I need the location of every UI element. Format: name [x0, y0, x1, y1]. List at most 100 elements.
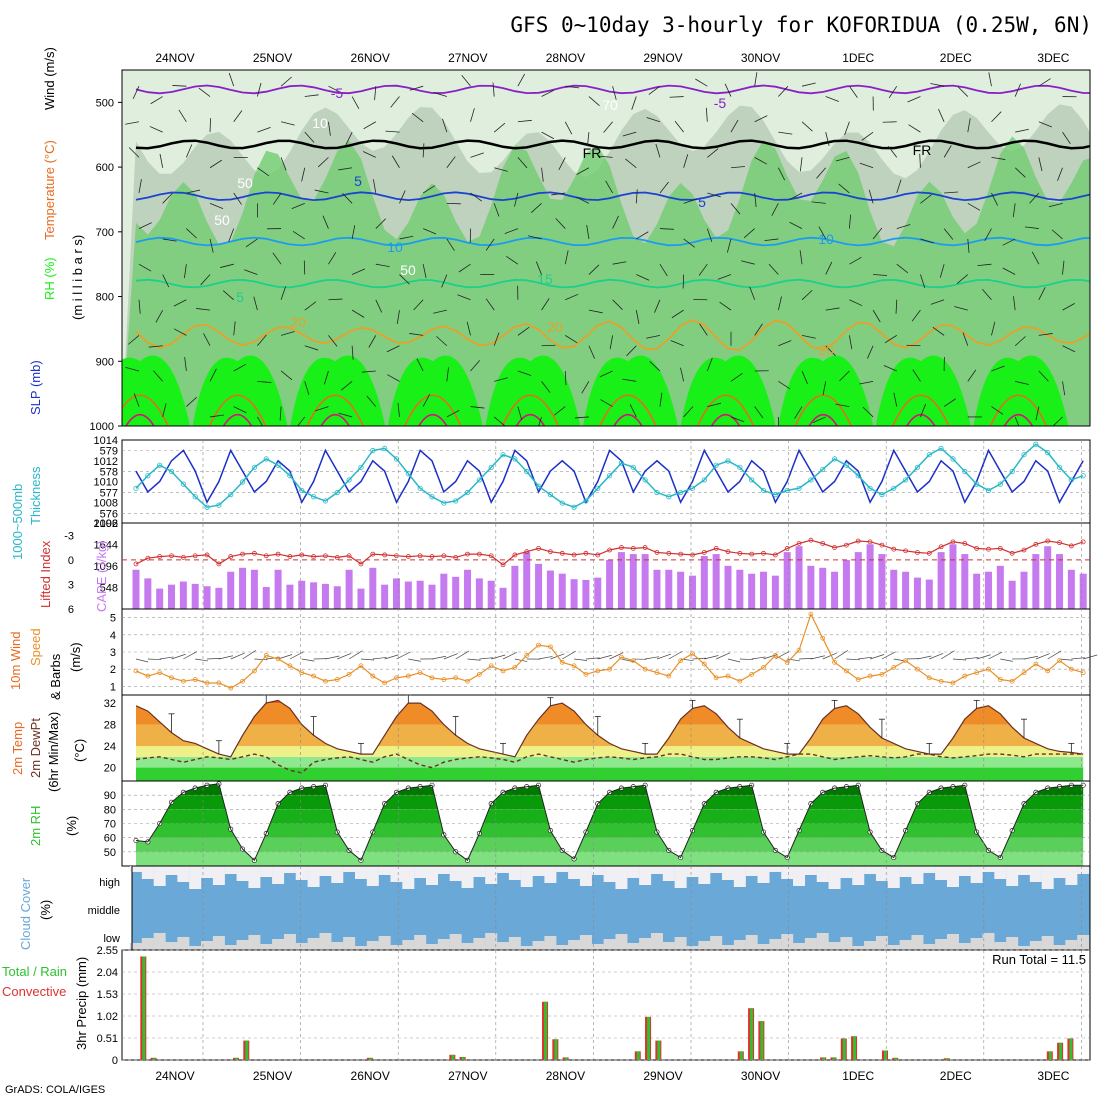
cape-bar — [795, 546, 803, 609]
wind-barb — [849, 85, 858, 98]
wind-barb — [574, 416, 589, 419]
wind-barb — [1014, 416, 1020, 426]
wind-point — [358, 663, 364, 669]
isotherm-arch — [501, 394, 560, 426]
slp-tick: 1010 — [94, 477, 118, 489]
precip-bar-total — [647, 1016, 651, 1060]
isotherm-arch — [794, 394, 852, 426]
wind-barb — [541, 298, 550, 311]
wind-barb — [991, 321, 996, 336]
wind-barb — [375, 299, 383, 313]
wind-barb — [631, 96, 637, 110]
wind-barb — [859, 380, 874, 385]
wind-barb — [825, 261, 833, 275]
wind-barb — [565, 85, 580, 89]
cape-bar — [973, 573, 981, 609]
wind-barb — [754, 72, 758, 87]
precip-tick: 2.55 — [97, 945, 118, 957]
thickness-point — [867, 485, 873, 491]
wind-barb — [133, 393, 140, 407]
wind-barb — [363, 121, 376, 130]
cape-bar — [878, 554, 886, 609]
wind-barb — [659, 263, 668, 277]
cloud-low-bar — [248, 935, 261, 950]
cloud-low-bar — [852, 946, 865, 950]
cloud-high-bar — [615, 866, 628, 889]
date-label-top: 29NOV — [643, 51, 682, 65]
cloud-low-bar — [343, 937, 356, 950]
wind-barb — [581, 381, 590, 394]
wind-barb — [952, 658, 967, 661]
wind-point — [1045, 668, 1051, 674]
cloud-high-bar — [532, 866, 545, 876]
wind-barb — [351, 268, 366, 275]
wind-barb — [730, 203, 741, 215]
wind-label-3: & Barbs — [48, 653, 63, 700]
wind-barb — [555, 218, 566, 229]
wind-barb — [849, 335, 853, 350]
wind-barb — [266, 656, 281, 660]
li-point — [1080, 539, 1086, 545]
cloud-label: Cloud Cover — [18, 877, 33, 950]
wind-barb — [749, 286, 756, 300]
wind-barb — [1014, 336, 1026, 347]
precip-bar-total — [152, 1057, 156, 1060]
wind-barb — [292, 230, 305, 240]
precip-bar-total — [245, 1040, 249, 1060]
wind-barb — [751, 656, 766, 660]
wind-barb — [683, 406, 694, 418]
wind-barb — [754, 115, 768, 123]
wind-barb — [739, 658, 754, 660]
wind-barb — [585, 657, 600, 660]
wind-barb — [128, 147, 140, 158]
wind-barb — [1029, 192, 1040, 204]
pressure-tick-label: 600 — [96, 162, 114, 174]
cape-bar — [310, 582, 318, 609]
wind-barb — [625, 158, 637, 169]
cloud-low-bar — [745, 935, 758, 950]
cloud-high-bar — [887, 866, 900, 888]
rh-tick: 60 — [104, 833, 116, 845]
wind-barb — [467, 658, 481, 661]
wind-barb — [422, 185, 436, 194]
wind-barb — [912, 369, 921, 382]
date-label-top: 25NOV — [253, 51, 292, 65]
cloud-high-bar — [923, 866, 936, 873]
precip-bar-total — [822, 1057, 826, 1060]
cloud-high-bar — [473, 866, 486, 877]
wind-barb — [173, 299, 187, 307]
wind-point — [701, 661, 707, 667]
wind-barb — [184, 264, 187, 279]
cape-bar — [357, 588, 365, 609]
date-label-bottom: 30NOV — [741, 1069, 780, 1083]
cape-bar — [1067, 569, 1075, 609]
cloud-low-bar — [414, 935, 427, 950]
thickness-point — [843, 462, 850, 468]
thickness-point — [879, 492, 885, 498]
wind-barb — [1038, 78, 1051, 87]
cloud-low-bar — [899, 940, 912, 950]
wind-barb — [920, 194, 932, 204]
thickness-point — [251, 464, 257, 470]
li-tick: 6 — [68, 604, 74, 616]
cape-bar — [736, 569, 744, 609]
temp-tick: 32 — [104, 698, 116, 710]
precip-bar-total — [1059, 1042, 1063, 1060]
wind-barb — [609, 335, 613, 350]
cape-bar — [262, 587, 270, 609]
wind-barb — [132, 86, 140, 100]
wind-barb — [967, 238, 970, 253]
wind-barb — [441, 274, 448, 288]
wind-barb — [967, 369, 977, 382]
wind-barb — [162, 403, 167, 418]
temp-tick: 24 — [104, 741, 116, 753]
wind-barb — [1013, 296, 1016, 311]
rh-blob-bright — [485, 355, 581, 426]
wind-barb — [173, 328, 187, 336]
wind-barb — [564, 370, 567, 385]
wind-barb — [125, 366, 140, 372]
cape-bar — [913, 577, 921, 609]
thickness-point — [275, 462, 281, 468]
wind-barb — [159, 153, 164, 168]
wind-barb — [1014, 167, 1026, 178]
